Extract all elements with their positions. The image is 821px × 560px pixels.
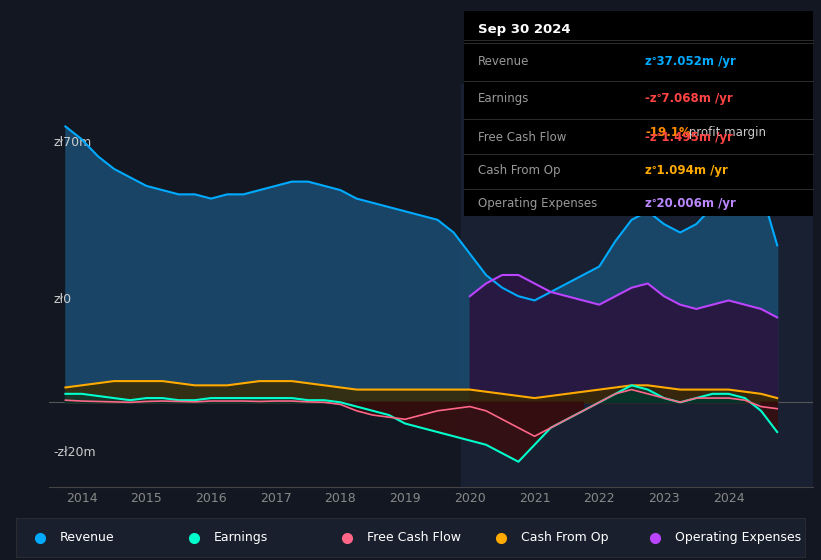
Text: Cash From Op: Cash From Op <box>478 164 560 177</box>
Text: -zł20m: -zł20m <box>53 446 96 459</box>
Text: -zᐤ7.068m /yr: -zᐤ7.068m /yr <box>645 92 733 105</box>
Text: zᐤ37.052m /yr: zᐤ37.052m /yr <box>645 55 736 68</box>
Text: Operating Expenses: Operating Expenses <box>675 531 800 544</box>
Text: zł0: zł0 <box>53 293 71 306</box>
Text: Revenue: Revenue <box>60 531 114 544</box>
Text: -zᐤ1.495m /yr: -zᐤ1.495m /yr <box>645 132 733 144</box>
Bar <box>461 84 818 487</box>
Text: Revenue: Revenue <box>478 55 530 68</box>
Text: Operating Expenses: Operating Expenses <box>478 197 597 210</box>
Text: Sep 30 2024: Sep 30 2024 <box>478 24 571 36</box>
Text: Cash From Op: Cash From Op <box>521 531 608 544</box>
Text: Free Cash Flow: Free Cash Flow <box>367 531 461 544</box>
Text: Earnings: Earnings <box>478 92 530 105</box>
Text: Earnings: Earnings <box>213 531 268 544</box>
Text: zᐤ1.094m /yr: zᐤ1.094m /yr <box>645 164 728 177</box>
Text: zᐤ20.006m /yr: zᐤ20.006m /yr <box>645 197 736 210</box>
Text: zł70m: zł70m <box>53 137 91 150</box>
Text: Free Cash Flow: Free Cash Flow <box>478 132 566 144</box>
Text: profit margin: profit margin <box>686 127 767 139</box>
Text: -19.1%: -19.1% <box>645 127 691 139</box>
